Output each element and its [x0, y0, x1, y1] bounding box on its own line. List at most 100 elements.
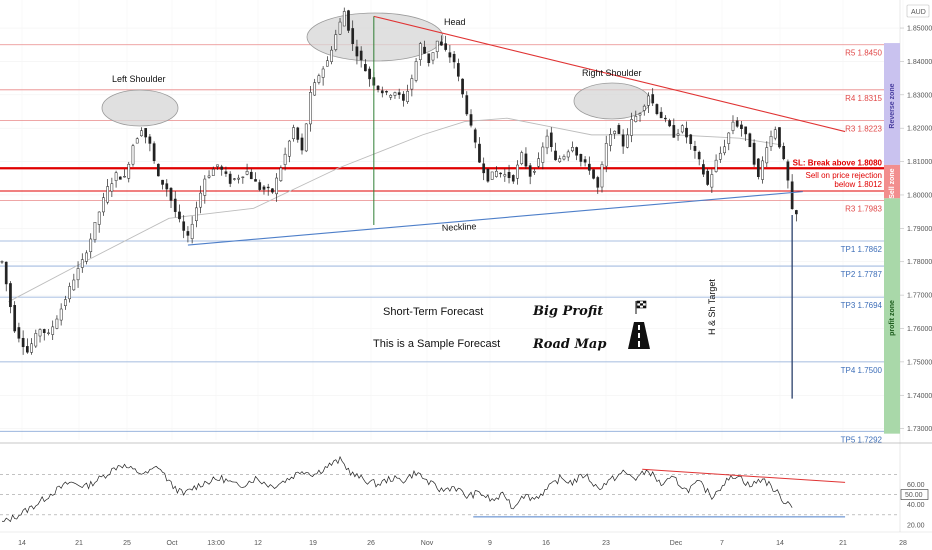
- candle-body: [782, 146, 786, 160]
- candle-body: [89, 238, 93, 253]
- x-tick-label: 9: [488, 540, 492, 547]
- candle-body: [689, 134, 693, 144]
- x-tick-label: 21: [839, 540, 847, 547]
- candle-body: [211, 168, 215, 176]
- candle-body: [266, 186, 270, 189]
- candle-body: [773, 129, 777, 139]
- level-label: R3 1.7983: [845, 205, 882, 214]
- level-label: R3 1.8223: [845, 125, 882, 134]
- candle-body: [723, 146, 726, 154]
- right-shoulder-label: Right Shoulder: [582, 68, 642, 78]
- candle-body: [275, 177, 278, 195]
- candle-body: [562, 156, 566, 160]
- candle-body: [706, 170, 709, 185]
- candle-body: [68, 286, 71, 300]
- candle-body: [406, 91, 409, 102]
- candle-body: [486, 168, 490, 182]
- candle-body: [655, 104, 659, 115]
- candle-body: [566, 151, 570, 158]
- candle-body: [51, 326, 55, 335]
- candle-body: [287, 140, 291, 157]
- zone-label: Reverse zone: [889, 83, 896, 128]
- candle-body: [178, 211, 181, 220]
- candle-body: [338, 21, 342, 35]
- candle-body: [127, 164, 131, 179]
- candle-body: [80, 259, 84, 268]
- rsi-upper-trendline: [642, 468, 846, 483]
- candle-body: [359, 50, 363, 61]
- y-tick-label: 1.81000: [907, 159, 932, 166]
- level-label: TP4 1.7500: [841, 366, 883, 375]
- candle-body: [102, 197, 105, 213]
- main-panel-frame: [0, 0, 900, 440]
- candle-body: [482, 163, 486, 174]
- candle-body: [528, 165, 532, 177]
- road-icon: [628, 322, 650, 349]
- candle-body: [672, 125, 676, 138]
- candle-body: [651, 94, 655, 104]
- candle-body: [93, 222, 97, 241]
- candle-body: [300, 137, 304, 151]
- candle-body: [478, 143, 481, 163]
- candle-body: [368, 68, 371, 80]
- candle-body: [131, 145, 135, 165]
- candle-body: [752, 142, 756, 165]
- candle-body: [735, 120, 739, 127]
- sell-label-line1: Sell on price rejection: [806, 171, 882, 180]
- forecast-line2: This is a Sample Forecast: [373, 338, 500, 350]
- candle-body: [642, 105, 646, 111]
- candle-body: [393, 92, 397, 96]
- candle-body: [448, 52, 452, 58]
- candle-body: [490, 171, 494, 180]
- level-label: SL: Break above 1.8080: [793, 158, 883, 167]
- candle-body: [279, 167, 283, 181]
- candle-body: [685, 127, 688, 138]
- candle-body: [165, 183, 169, 190]
- candle-body: [533, 170, 536, 173]
- candle-body: [152, 143, 156, 161]
- candle-body: [241, 176, 245, 178]
- candle-body: [587, 163, 591, 171]
- candle-body: [668, 120, 671, 127]
- candle-body: [245, 171, 249, 175]
- candle-body: [596, 177, 600, 188]
- x-tick-label: 14: [18, 540, 26, 547]
- candle-body: [330, 49, 333, 62]
- x-tick-label: 13:00: [207, 540, 225, 547]
- candle-body: [617, 125, 621, 134]
- head-label: Head: [444, 17, 466, 27]
- candle-body: [790, 181, 794, 210]
- x-tick-label: 7: [720, 540, 724, 547]
- candle-body: [169, 187, 173, 201]
- candle-body: [609, 134, 612, 146]
- candle-body: [254, 179, 257, 182]
- candle-body: [34, 333, 38, 347]
- candle-body: [418, 43, 422, 60]
- x-tick-label: 21: [75, 540, 83, 547]
- candle-body: [85, 252, 88, 262]
- candle-body: [106, 186, 109, 203]
- candle-body: [537, 158, 540, 167]
- level-label: R4 1.8315: [845, 94, 882, 103]
- candle-body: [452, 53, 456, 63]
- y-tick-label: 1.82000: [907, 126, 932, 133]
- candle-body: [0, 261, 4, 263]
- zone-label: Sell zone: [889, 168, 896, 198]
- candle-body: [473, 129, 477, 143]
- rsi-line: [1, 455, 793, 523]
- y-tick-label: 1.74000: [907, 393, 932, 400]
- candle-body: [21, 337, 25, 348]
- left-shoulder-label: Left Shoulder: [112, 74, 166, 84]
- rsi-y-tick-label: 60.00: [907, 482, 925, 489]
- candle-body: [571, 147, 574, 152]
- axis-layer: 1.85000 1.84000 1.83000 1.82000 1.81000 1.800…: [18, 26, 932, 547]
- x-tick-label: 23: [602, 540, 610, 547]
- candle-body: [110, 183, 114, 192]
- candle-body: [334, 34, 338, 50]
- candle-body: [47, 332, 50, 334]
- head-ellipse: [306, 12, 444, 62]
- candle-body: [756, 158, 760, 177]
- candle-body: [203, 178, 207, 196]
